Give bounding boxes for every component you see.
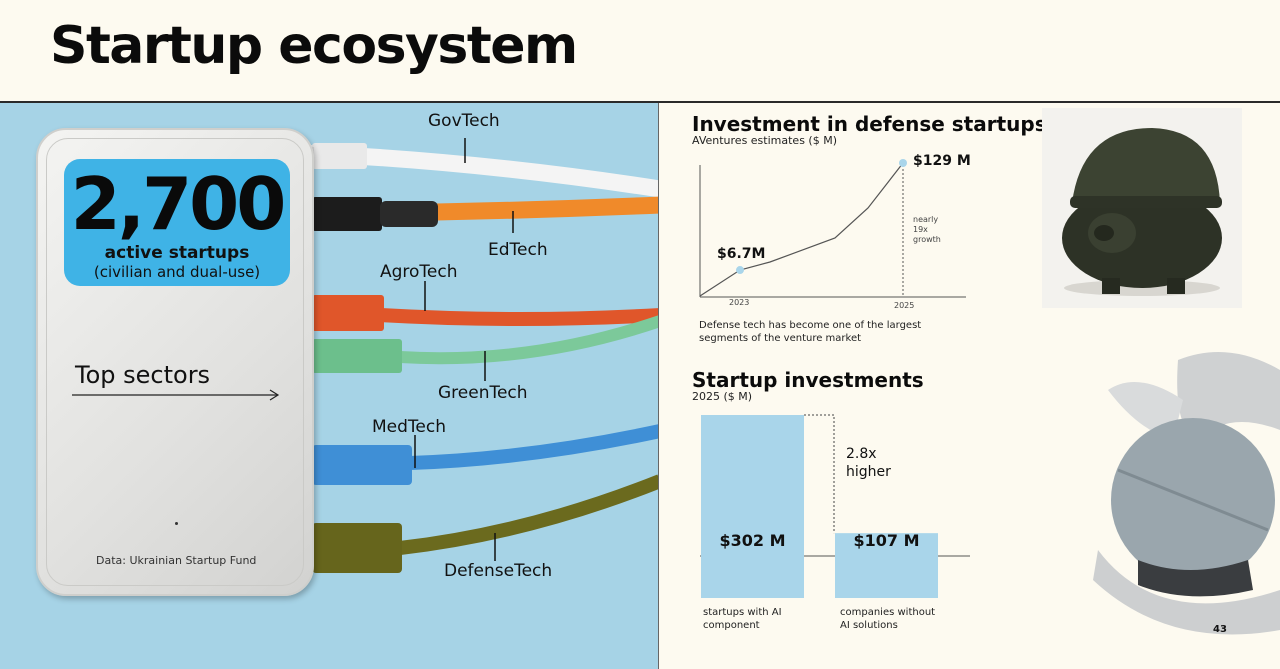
bar-category-without-ai: companies without AI solutions bbox=[840, 607, 936, 631]
network-cables-illustration bbox=[299, 138, 658, 573]
line-chart-subtitle: AVentures estimates ($ M) bbox=[692, 134, 837, 147]
bar-chart-subtitle: 2025 ($ M) bbox=[692, 390, 753, 403]
bar-without-ai bbox=[835, 533, 938, 598]
line-chart-x-label-2023: 2023 bbox=[729, 298, 750, 307]
line-chart-point-2025 bbox=[899, 159, 907, 167]
bar-ai-component bbox=[701, 415, 804, 598]
robotic-hand-pill-photo bbox=[1093, 352, 1280, 635]
bar-comparison-bracket bbox=[804, 414, 835, 534]
router-face bbox=[46, 138, 304, 586]
page-number: 43 bbox=[1213, 624, 1227, 635]
bar-value-ai-component: $302 M bbox=[719, 531, 786, 550]
sector-label-edtech: EdTech bbox=[488, 240, 548, 260]
data-source: Data: Ukrainian Startup Fund bbox=[96, 554, 257, 567]
left-panel: 2,700 active startups (civilian and dual… bbox=[0, 103, 658, 669]
stat-label: active startups bbox=[104, 243, 250, 263]
stat-sublabel: (civilian and dual-use) bbox=[93, 263, 261, 281]
arrow-right-icon bbox=[72, 389, 280, 401]
bar-category-ai-component: startups with AI component bbox=[703, 607, 782, 631]
stat-box: 2,700 active startups (civilian and dual… bbox=[64, 159, 290, 286]
line-chart-caption: Defense tech has become one of the large… bbox=[699, 320, 922, 344]
sector-label-agrotech: AgroTech bbox=[380, 262, 458, 282]
sector-label-govtech: GovTech bbox=[428, 111, 500, 131]
line-chart-series bbox=[699, 162, 904, 297]
line-chart-x-label-2025: 2025 bbox=[894, 301, 915, 310]
panel-divider bbox=[658, 103, 659, 669]
page-title: Startup ecosystem bbox=[50, 16, 578, 76]
piggy-bank-helmet-photo bbox=[1042, 108, 1242, 308]
sector-label-medtech: MedTech bbox=[372, 417, 446, 437]
sector-label-defensetech: DefenseTech bbox=[444, 561, 553, 581]
line-chart-point-2023 bbox=[736, 266, 744, 275]
line-chart-title: Investment in defense startups bbox=[692, 112, 1047, 136]
top-sectors-label: Top sectors bbox=[75, 361, 211, 389]
sector-label-greentech: GreenTech bbox=[438, 383, 528, 403]
bar-comparison-note: 2.8x higher bbox=[846, 446, 891, 480]
bar-value-without-ai: $107 M bbox=[853, 531, 920, 550]
line-chart-value-2023: $6.7M bbox=[717, 246, 766, 262]
router-led bbox=[175, 522, 178, 525]
line-chart-value-2025: $129 M bbox=[913, 153, 971, 169]
line-chart-annotation: nearly 19x growth bbox=[913, 215, 941, 244]
bar-chart-title: Startup investments bbox=[692, 368, 924, 392]
stat-number: 2,700 bbox=[70, 162, 287, 246]
header-divider bbox=[0, 101, 1280, 103]
